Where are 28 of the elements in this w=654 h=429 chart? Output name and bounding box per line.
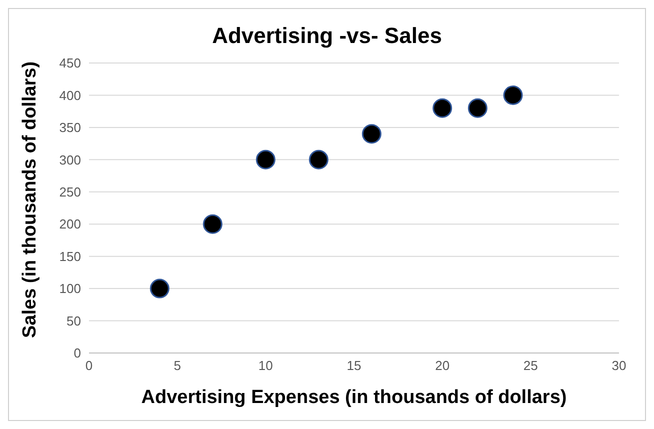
point: [150, 278, 170, 298]
y-tick-label: 50: [66, 313, 81, 328]
x-tick-label: 5: [174, 358, 181, 374]
point: [362, 124, 382, 144]
y-tick-label: 250: [59, 184, 81, 200]
y-tick-label: 450: [59, 56, 81, 71]
point: [256, 150, 276, 170]
x-tick-label: 0: [85, 358, 93, 374]
x-tick-label: 10: [258, 358, 273, 374]
y-tick-label: 300: [59, 152, 81, 168]
y-tick-label: 100: [59, 281, 81, 296]
y-tick-label: 350: [59, 120, 81, 136]
x-axis-title: Advertising Expenses (in thousands of dollars): [141, 387, 567, 408]
point: [503, 85, 523, 105]
x-tick-label: 20: [435, 358, 450, 374]
x-tick-label: 30: [612, 358, 626, 374]
point: [202, 214, 222, 234]
y-tick-label: 200: [59, 216, 81, 232]
y-tick-label: 150: [59, 248, 81, 264]
x-tick-label: 15: [346, 358, 362, 374]
chart-title: Advertising -vs- Sales: [211, 23, 443, 50]
point: [468, 98, 488, 118]
y-axis-title: Sales (in thousands of dollars): [20, 61, 41, 338]
y-tick-label: 400: [59, 88, 81, 103]
x-tick-label: 25: [523, 358, 538, 374]
point: [308, 150, 328, 170]
y-tick-label: 0: [74, 346, 81, 361]
point: [432, 98, 452, 118]
